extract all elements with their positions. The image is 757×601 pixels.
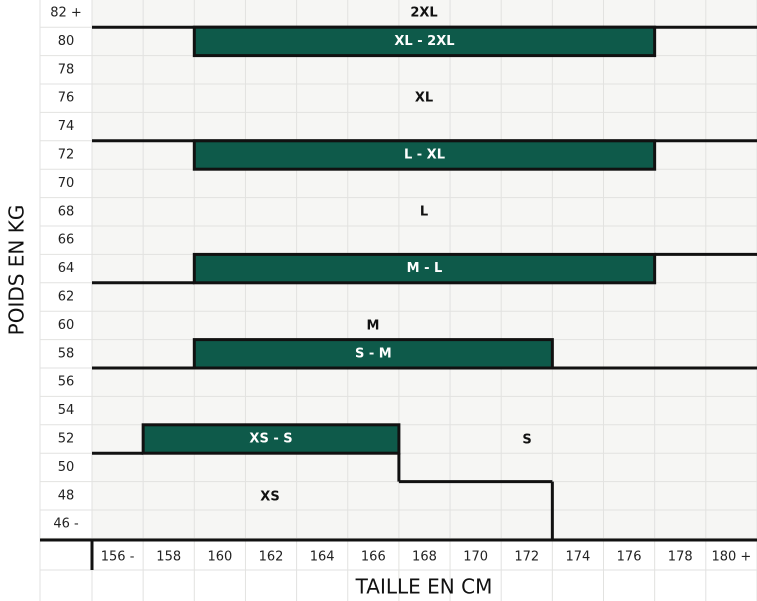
labels: 82 + 80 78 76 74 72 70 68 66 64 62 60 58 56 54 52 50 48 46… [50,6,751,565]
y-tick-label: 46 - [53,517,79,532]
zone-label: L [420,205,428,220]
x-tick-label: 158 [156,550,181,565]
y-tick-label: 68 [58,204,75,219]
x-tick-label: 166 [361,550,386,565]
size-band [192,338,554,370]
y-tick-label: 52 [58,432,75,447]
size-band [141,423,401,455]
x-tick-label: 170 [463,550,488,565]
x-tick-label: 164 [310,550,335,565]
x-tick-label: 178 [668,550,693,565]
y-tick-label: 82 + [50,6,82,21]
zone-label: XS [260,490,279,505]
band-label: XS - S [249,432,292,447]
y-tick-label: 62 [58,290,75,305]
y-tick-label: 66 [58,233,75,248]
size-band [192,252,657,285]
zone-label: M [367,319,380,334]
band-label: S - M [355,346,392,361]
y-tick-label: 70 [58,176,75,191]
y-tick-label: 58 [58,346,75,361]
x-tick-label: 172 [514,550,539,565]
y-tick-label: 76 [58,91,75,106]
shapes [40,25,757,570]
zone-label: XL [415,91,433,106]
x-axis-title: TAILLE EN CM [355,575,493,599]
x-tick-label: 156 - [101,550,135,565]
y-tick-label: 60 [58,318,75,333]
x-tick-label: 162 [259,550,284,565]
band-label: L - XL [404,148,445,163]
x-tick-label: 168 [412,550,437,565]
band-label: XL - 2XL [394,34,454,49]
y-tick-label: 78 [58,62,75,77]
y-tick-label: 80 [58,34,75,49]
y-tick-label: 72 [58,148,75,163]
y-tick-label: 54 [58,403,75,418]
size-band [192,25,657,58]
y-tick-label: 56 [58,375,75,390]
y-tick-label: 48 [58,488,75,503]
y-axis-title: POIDS EN KG [5,205,29,336]
size-band [192,139,657,171]
y-tick-label: 50 [58,460,75,475]
band-label: M - L [407,261,443,276]
y-tick-label: 74 [58,119,75,134]
x-tick-label: 180 + [711,550,751,565]
y-tick-label: 64 [58,261,75,276]
x-tick-label: 160 [207,550,232,565]
x-tick-label: 176 [617,550,642,565]
x-tick-label: 174 [566,550,591,565]
zone-label: S [522,433,531,448]
zone-label: 2XL [410,6,437,21]
